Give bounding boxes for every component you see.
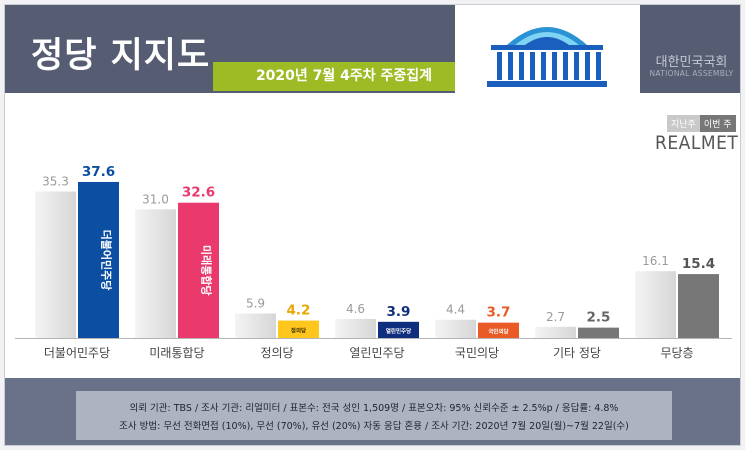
legend-current-week: 이번 주 [699, 115, 736, 132]
bar-prev-4 [435, 319, 476, 338]
bar-party-logo-1: 미래통합당 [200, 245, 214, 296]
assembly-building-icon [487, 27, 607, 87]
legend-previous-week: 지난주 [667, 115, 700, 132]
value-label-prev-0: 35.3 [42, 175, 69, 189]
category-label-1: 미래통합당 [149, 346, 204, 360]
bar-cur-0 [78, 181, 119, 338]
category-label-4: 국민의당 [455, 346, 499, 360]
value-label-cur-0: 37.6 [82, 164, 115, 180]
realmeter-brand: REALMETER [655, 132, 740, 154]
survey-info-line-1: 의뢰 기관: TBS / 조사 기관: 리얼미터 / 표본수: 전국 성인 1,… [129, 403, 619, 414]
chart-legend: 지난주 이번 주 [667, 115, 736, 132]
value-label-cur-1: 32.6 [182, 185, 215, 201]
value-label-cur-6: 15.4 [682, 256, 715, 272]
page-title: 정당 지지도 [31, 36, 211, 76]
value-label-prev-2: 5.9 [246, 297, 265, 311]
category-label-3: 열린민주당 [349, 346, 404, 360]
value-label-cur-4: 3.7 [487, 305, 511, 321]
bar-prev-5 [535, 326, 576, 338]
value-label-prev-4: 4.4 [446, 303, 465, 317]
value-label-prev-5: 2.7 [546, 310, 565, 324]
category-label-6: 무당층 [660, 346, 693, 360]
infographic: 정당 지지도 2020년 7월 4주차 주중집계 대 [4, 4, 741, 446]
value-label-cur-5: 2.5 [587, 310, 611, 326]
bar-prev-2 [235, 313, 276, 338]
bar-cur-2 [278, 320, 319, 338]
survey-week-badge: 2020년 7월 4주차 주중집계 [213, 62, 475, 91]
assembly-english-name: NATIONAL ASSEMBLY [649, 69, 734, 78]
header-banner: 정당 지지도 2020년 7월 4주차 주중집계 대 [5, 5, 740, 93]
bar-cur-4 [478, 322, 519, 338]
bar-prev-6 [635, 271, 676, 338]
survey-info-box: 의뢰 기관: TBS / 조사 기관: 리얼미터 / 표본수: 전국 성인 1,… [76, 391, 672, 440]
bar-prev-3 [335, 318, 376, 338]
assembly-logo-box [455, 5, 640, 93]
bar-cur-6 [678, 274, 719, 338]
bar-party-logo-2: 정의당 [291, 326, 306, 334]
category-label-5: 기타 정당 [553, 346, 601, 360]
value-label-cur-2: 4.2 [287, 303, 311, 319]
survey-info-line-2: 조사 방법: 무선 전화면접 (10%), 무선 (70%), 유선 (20%)… [119, 421, 629, 432]
value-label-prev-3: 4.6 [346, 302, 365, 316]
bar-party-logo-4: 국민의당 [488, 327, 508, 335]
bar-cur-5 [578, 327, 619, 338]
category-label-2: 정의당 [260, 346, 293, 360]
value-label-prev-6: 16.1 [642, 254, 669, 268]
value-label-prev-1: 31.0 [142, 192, 169, 206]
assembly-label: 대한민국국회 NATIONAL ASSEMBLY [641, 5, 740, 93]
bar-prev-1 [135, 209, 176, 338]
survey-info-footer: 의뢰 기관: TBS / 조사 기관: 리얼미터 / 표본수: 전국 성인 1,… [5, 378, 740, 445]
bar-cur-1 [178, 202, 219, 338]
category-label-0: 더불어민주당 [44, 346, 110, 360]
value-label-cur-3: 3.9 [387, 304, 411, 320]
assembly-name: 대한민국국회 [655, 55, 728, 70]
bar-prev-0 [35, 191, 76, 338]
bar-party-logo-0: 더불어민주당 [100, 230, 114, 291]
bar-cur-3 [378, 321, 419, 338]
bar-party-logo-3: 열린민주당 [386, 327, 411, 335]
